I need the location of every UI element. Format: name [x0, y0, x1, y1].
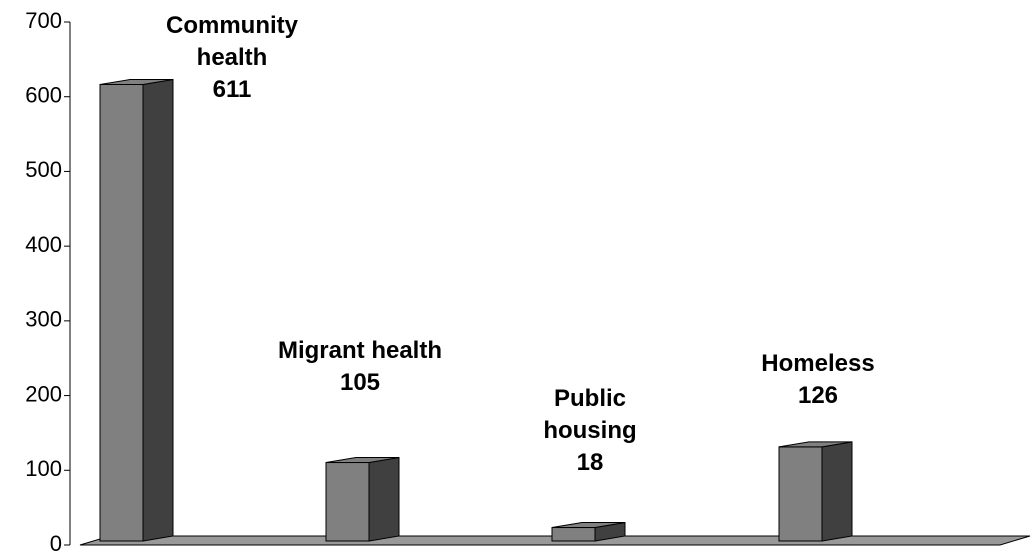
- category-label: Public housing: [543, 385, 637, 444]
- value-label: 126: [797, 382, 839, 409]
- data-label: Public housing 18: [525, 383, 655, 479]
- value-label: 18: [576, 449, 604, 476]
- category-label: Migrant health: [277, 337, 442, 364]
- bar-side: [821, 441, 853, 542]
- bar: [778, 441, 853, 542]
- bar-front: [551, 527, 596, 542]
- bar-front: [778, 446, 823, 542]
- data-label: Migrant health 105: [240, 335, 480, 399]
- y-tick-label: 300: [25, 307, 62, 332]
- data-label: Community health 611: [142, 10, 322, 106]
- bar-side: [368, 456, 400, 542]
- y-tick-label: 500: [25, 157, 62, 182]
- value-label: 105: [339, 369, 381, 396]
- bar-top: [778, 441, 853, 448]
- bar: [325, 456, 400, 542]
- bar: [551, 521, 626, 542]
- y-tick-label: 200: [25, 381, 62, 406]
- bar-top: [325, 457, 400, 464]
- category-label: Community health: [166, 12, 298, 71]
- bar-front: [325, 462, 370, 542]
- bar-top: [99, 78, 174, 85]
- value-label: 611: [212, 76, 252, 103]
- bar-front: [99, 83, 144, 542]
- y-tick-label: 700: [25, 8, 62, 33]
- y-tick-label: 100: [25, 456, 62, 481]
- y-tick-label: 0: [50, 531, 62, 556]
- data-label: Homeless 126: [718, 348, 918, 412]
- category-label: Homeless: [761, 350, 875, 377]
- y-tick-label: 400: [25, 232, 62, 257]
- y-tick-label: 600: [25, 83, 62, 108]
- bar: [99, 78, 174, 542]
- bar-side: [142, 78, 174, 542]
- bar-top: [551, 522, 626, 529]
